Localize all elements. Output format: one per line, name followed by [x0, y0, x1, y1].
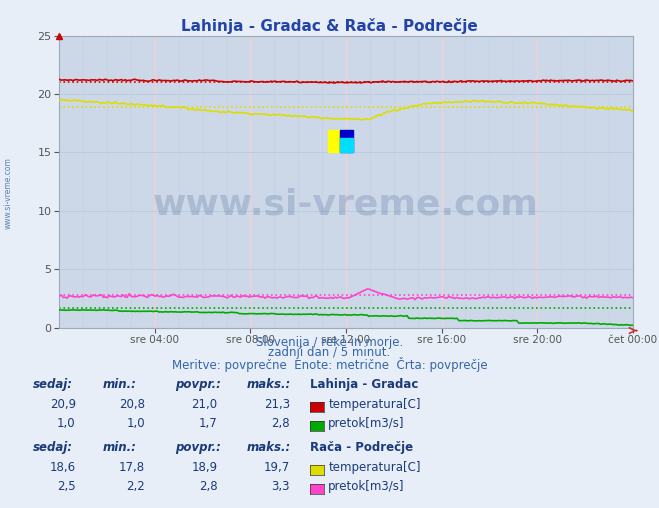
- Text: 2,8: 2,8: [272, 417, 290, 430]
- Text: Lahinja - Gradac: Lahinja - Gradac: [310, 378, 418, 392]
- FancyBboxPatch shape: [340, 131, 353, 152]
- Text: 1,0: 1,0: [57, 417, 76, 430]
- Text: www.si-vreme.com: www.si-vreme.com: [3, 157, 13, 229]
- Text: 17,8: 17,8: [119, 461, 145, 474]
- FancyBboxPatch shape: [328, 131, 340, 152]
- Text: maks.:: maks.:: [247, 378, 291, 392]
- Text: 19,7: 19,7: [264, 461, 290, 474]
- Text: 18,6: 18,6: [49, 461, 76, 474]
- Text: pretok[m3/s]: pretok[m3/s]: [328, 480, 405, 493]
- Text: povpr.:: povpr.:: [175, 441, 221, 455]
- Text: 1,7: 1,7: [199, 417, 217, 430]
- Text: povpr.:: povpr.:: [175, 378, 221, 392]
- Text: 21,0: 21,0: [191, 398, 217, 411]
- Text: 2,5: 2,5: [57, 480, 76, 493]
- Text: min.:: min.:: [102, 441, 136, 455]
- Text: Meritve: povprečne  Enote: metrične  Črta: povprečje: Meritve: povprečne Enote: metrične Črta:…: [172, 357, 487, 372]
- Text: 18,9: 18,9: [191, 461, 217, 474]
- Text: maks.:: maks.:: [247, 441, 291, 455]
- Text: Rača - Podrečje: Rača - Podrečje: [310, 441, 413, 455]
- Text: 20,9: 20,9: [49, 398, 76, 411]
- Text: 21,3: 21,3: [264, 398, 290, 411]
- Text: 3,3: 3,3: [272, 480, 290, 493]
- FancyBboxPatch shape: [340, 138, 353, 152]
- Text: www.si-vreme.com: www.si-vreme.com: [153, 188, 539, 222]
- Text: min.:: min.:: [102, 378, 136, 392]
- Text: temperatura[C]: temperatura[C]: [328, 461, 420, 474]
- Text: zadnji dan / 5 minut.: zadnji dan / 5 minut.: [268, 346, 391, 360]
- Text: 1,0: 1,0: [127, 417, 145, 430]
- Text: Slovenija / reke in morje.: Slovenija / reke in morje.: [256, 336, 403, 350]
- Text: 2,8: 2,8: [199, 480, 217, 493]
- Text: pretok[m3/s]: pretok[m3/s]: [328, 417, 405, 430]
- Text: temperatura[C]: temperatura[C]: [328, 398, 420, 411]
- Text: sedaj:: sedaj:: [33, 378, 73, 392]
- Text: Lahinja - Gradac & Rača - Podrečje: Lahinja - Gradac & Rača - Podrečje: [181, 18, 478, 34]
- Text: 20,8: 20,8: [119, 398, 145, 411]
- Text: sedaj:: sedaj:: [33, 441, 73, 455]
- Text: 2,2: 2,2: [127, 480, 145, 493]
